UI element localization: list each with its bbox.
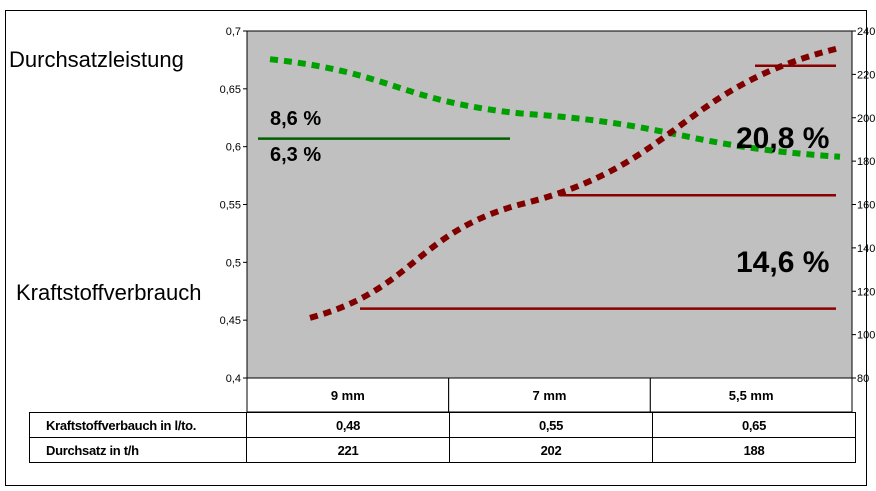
left-tick-label: 0,65 [220,84,241,96]
right-tick-label: 240 [857,26,875,38]
fuel-series-line [309,45,839,321]
left-tick-label: 0,45 [220,315,241,327]
right-tick-label: 200 [857,113,875,125]
category-label: 5,5 mm [729,388,774,403]
category-cell [246,377,450,413]
row-header-throughput: Durchsatz in t/h [29,437,247,463]
category-cell [448,377,651,413]
left-tick-label: 0,7 [226,26,241,38]
table-cell: 0,55 [449,412,653,438]
table-row: Kraftstoffverbauch in l/to. 0,48 0,55 0,… [29,412,856,438]
pct-label-8-6: 8,6 % [270,108,322,130]
pct-label-14-6: 14,6 % [736,246,830,279]
row-header-fuel: Kraftstoffverbauch in l/to. [29,412,247,438]
table-cell: 202 [449,437,653,463]
plot-area [246,30,853,379]
right-tick-label: 100 [857,330,875,342]
left-axis: 0,4 0,45 0,5 0,55 0,6 0,65 0,7 [220,26,248,385]
category-cell [649,377,853,413]
table-cell: 188 [652,437,856,463]
right-tick-label: 80 [857,373,869,385]
table-cell: 221 [246,437,450,463]
right-tick-label: 140 [857,243,875,255]
chart-frame [5,10,867,486]
pct-label-6-3: 6,3 % [270,144,322,166]
right-tick-label: 220 [857,69,875,81]
table-cell: 0,65 [652,412,856,438]
throughput-series-line [269,56,841,160]
series-lines [269,45,841,321]
right-axis: 80 100 120 140 160 180 200 220 240 [851,26,875,385]
right-tick-label: 160 [857,200,875,212]
left-tick-label: 0,6 [226,142,241,154]
left-tick-label: 0,5 [226,257,241,269]
data-table: Kraftstoffverbauch in l/to. 0,48 0,55 0,… [29,412,856,463]
pct-label-20-8: 20,8 % [736,122,830,155]
right-tick-label: 180 [857,156,875,168]
x-axis: 9 mm 7 mm 5,5 mm [246,377,853,413]
category-label: 9 mm [331,388,365,403]
left-tick-label: 0,55 [220,200,241,212]
reference-lines [258,64,836,310]
category-label: 7 mm [533,388,567,403]
right-tick-label: 120 [857,286,875,298]
table-row: Durchsatz in t/h 221 202 188 [29,437,856,463]
left-tick-label: 0,4 [226,373,241,385]
table-cell: 0,48 [246,412,450,438]
throughput-series-label: Durchsatzleistung [9,47,184,72]
fuel-series-label: Kraftstoffverbrauch [16,280,202,305]
